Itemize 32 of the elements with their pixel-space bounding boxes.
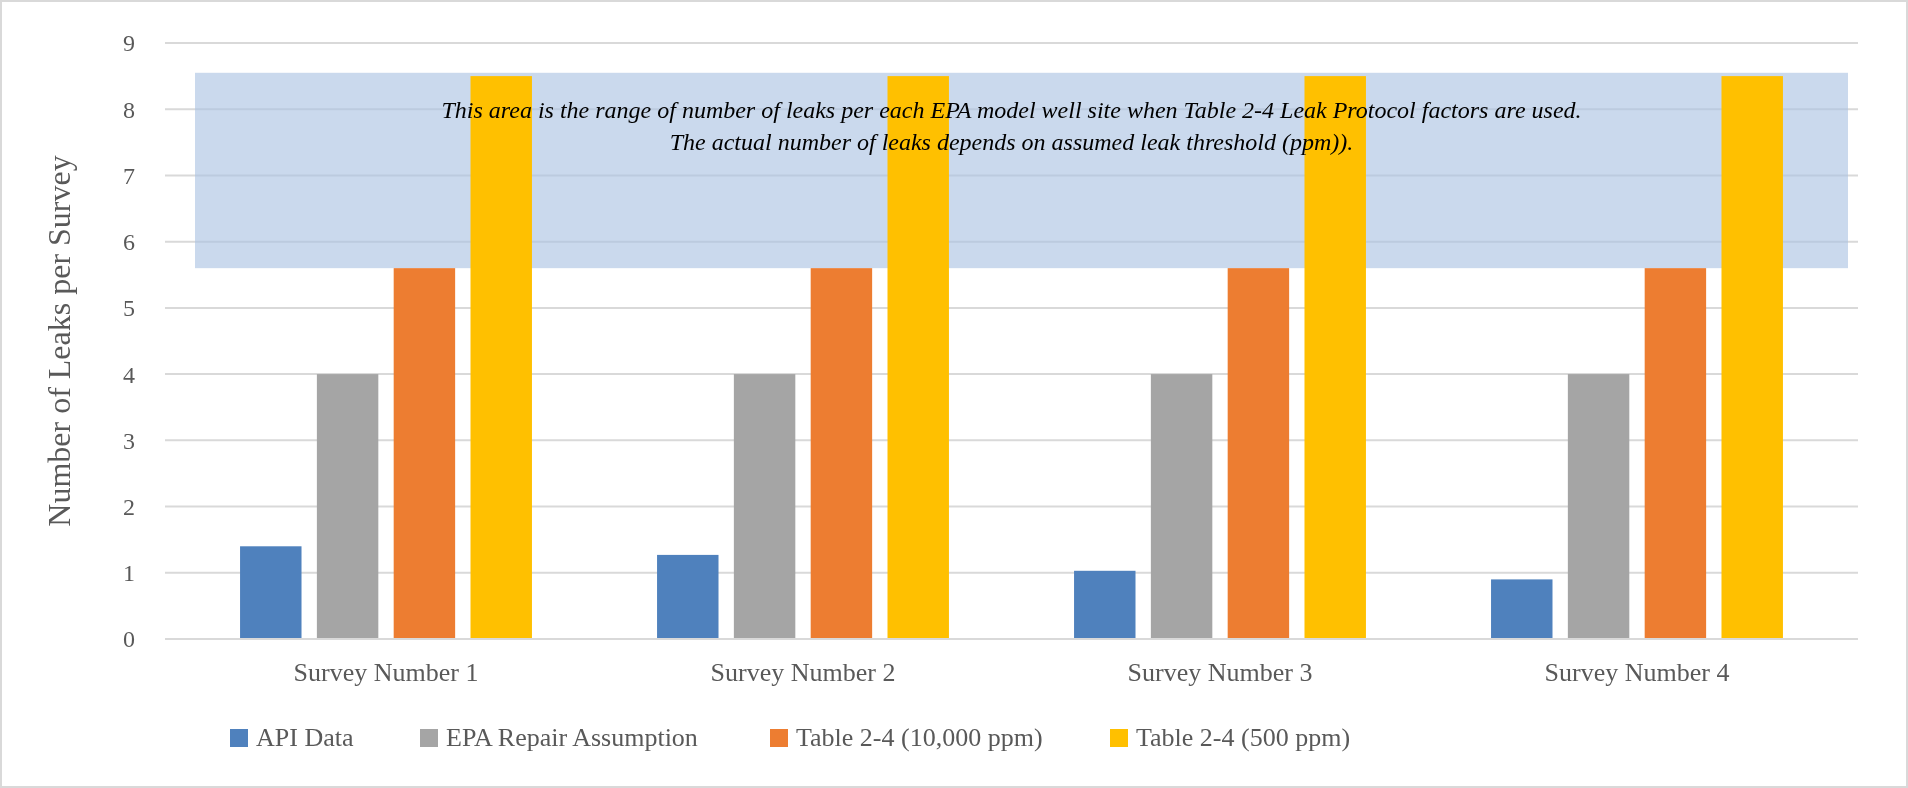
bar <box>240 546 302 639</box>
y-tick-label: 1 <box>123 560 135 587</box>
y-tick-label: 8 <box>123 96 135 123</box>
y-tick-label: 6 <box>123 229 135 256</box>
bar <box>393 268 456 639</box>
y-tick-label: 9 <box>123 30 135 57</box>
x-tick-label: Survey Number 1 <box>293 658 479 687</box>
y-tick-label: 4 <box>123 361 135 388</box>
bar <box>733 374 796 639</box>
legend-label: Table 2-4 (500 ppm) <box>1136 723 1351 752</box>
bar <box>1721 76 1783 639</box>
y-tick-label: 2 <box>123 493 135 520</box>
legend-label: EPA Repair Assumption <box>446 723 698 752</box>
bar <box>810 268 873 639</box>
y-tick-label: 3 <box>123 427 135 454</box>
y-tick-label: 7 <box>123 162 135 189</box>
bar <box>316 374 379 639</box>
bar <box>1074 570 1136 639</box>
x-tick-label: Survey Number 2 <box>710 658 896 687</box>
bar <box>1567 374 1630 639</box>
bar <box>1150 374 1213 639</box>
legend-label: Table 2-4 (10,000 ppm) <box>796 723 1043 752</box>
bar <box>1227 268 1290 639</box>
bar <box>1644 268 1707 639</box>
x-tick-label: Survey Number 3 <box>1127 658 1313 687</box>
bar <box>657 554 719 639</box>
bar <box>1491 579 1553 639</box>
y-tick-label: 0 <box>123 626 135 653</box>
y-axis-title: Number of Leaks per Survey <box>41 155 77 527</box>
y-tick-label: 5 <box>123 295 135 322</box>
legend-label: API Data <box>256 723 354 752</box>
x-tick-label: Survey Number 4 <box>1544 658 1730 687</box>
